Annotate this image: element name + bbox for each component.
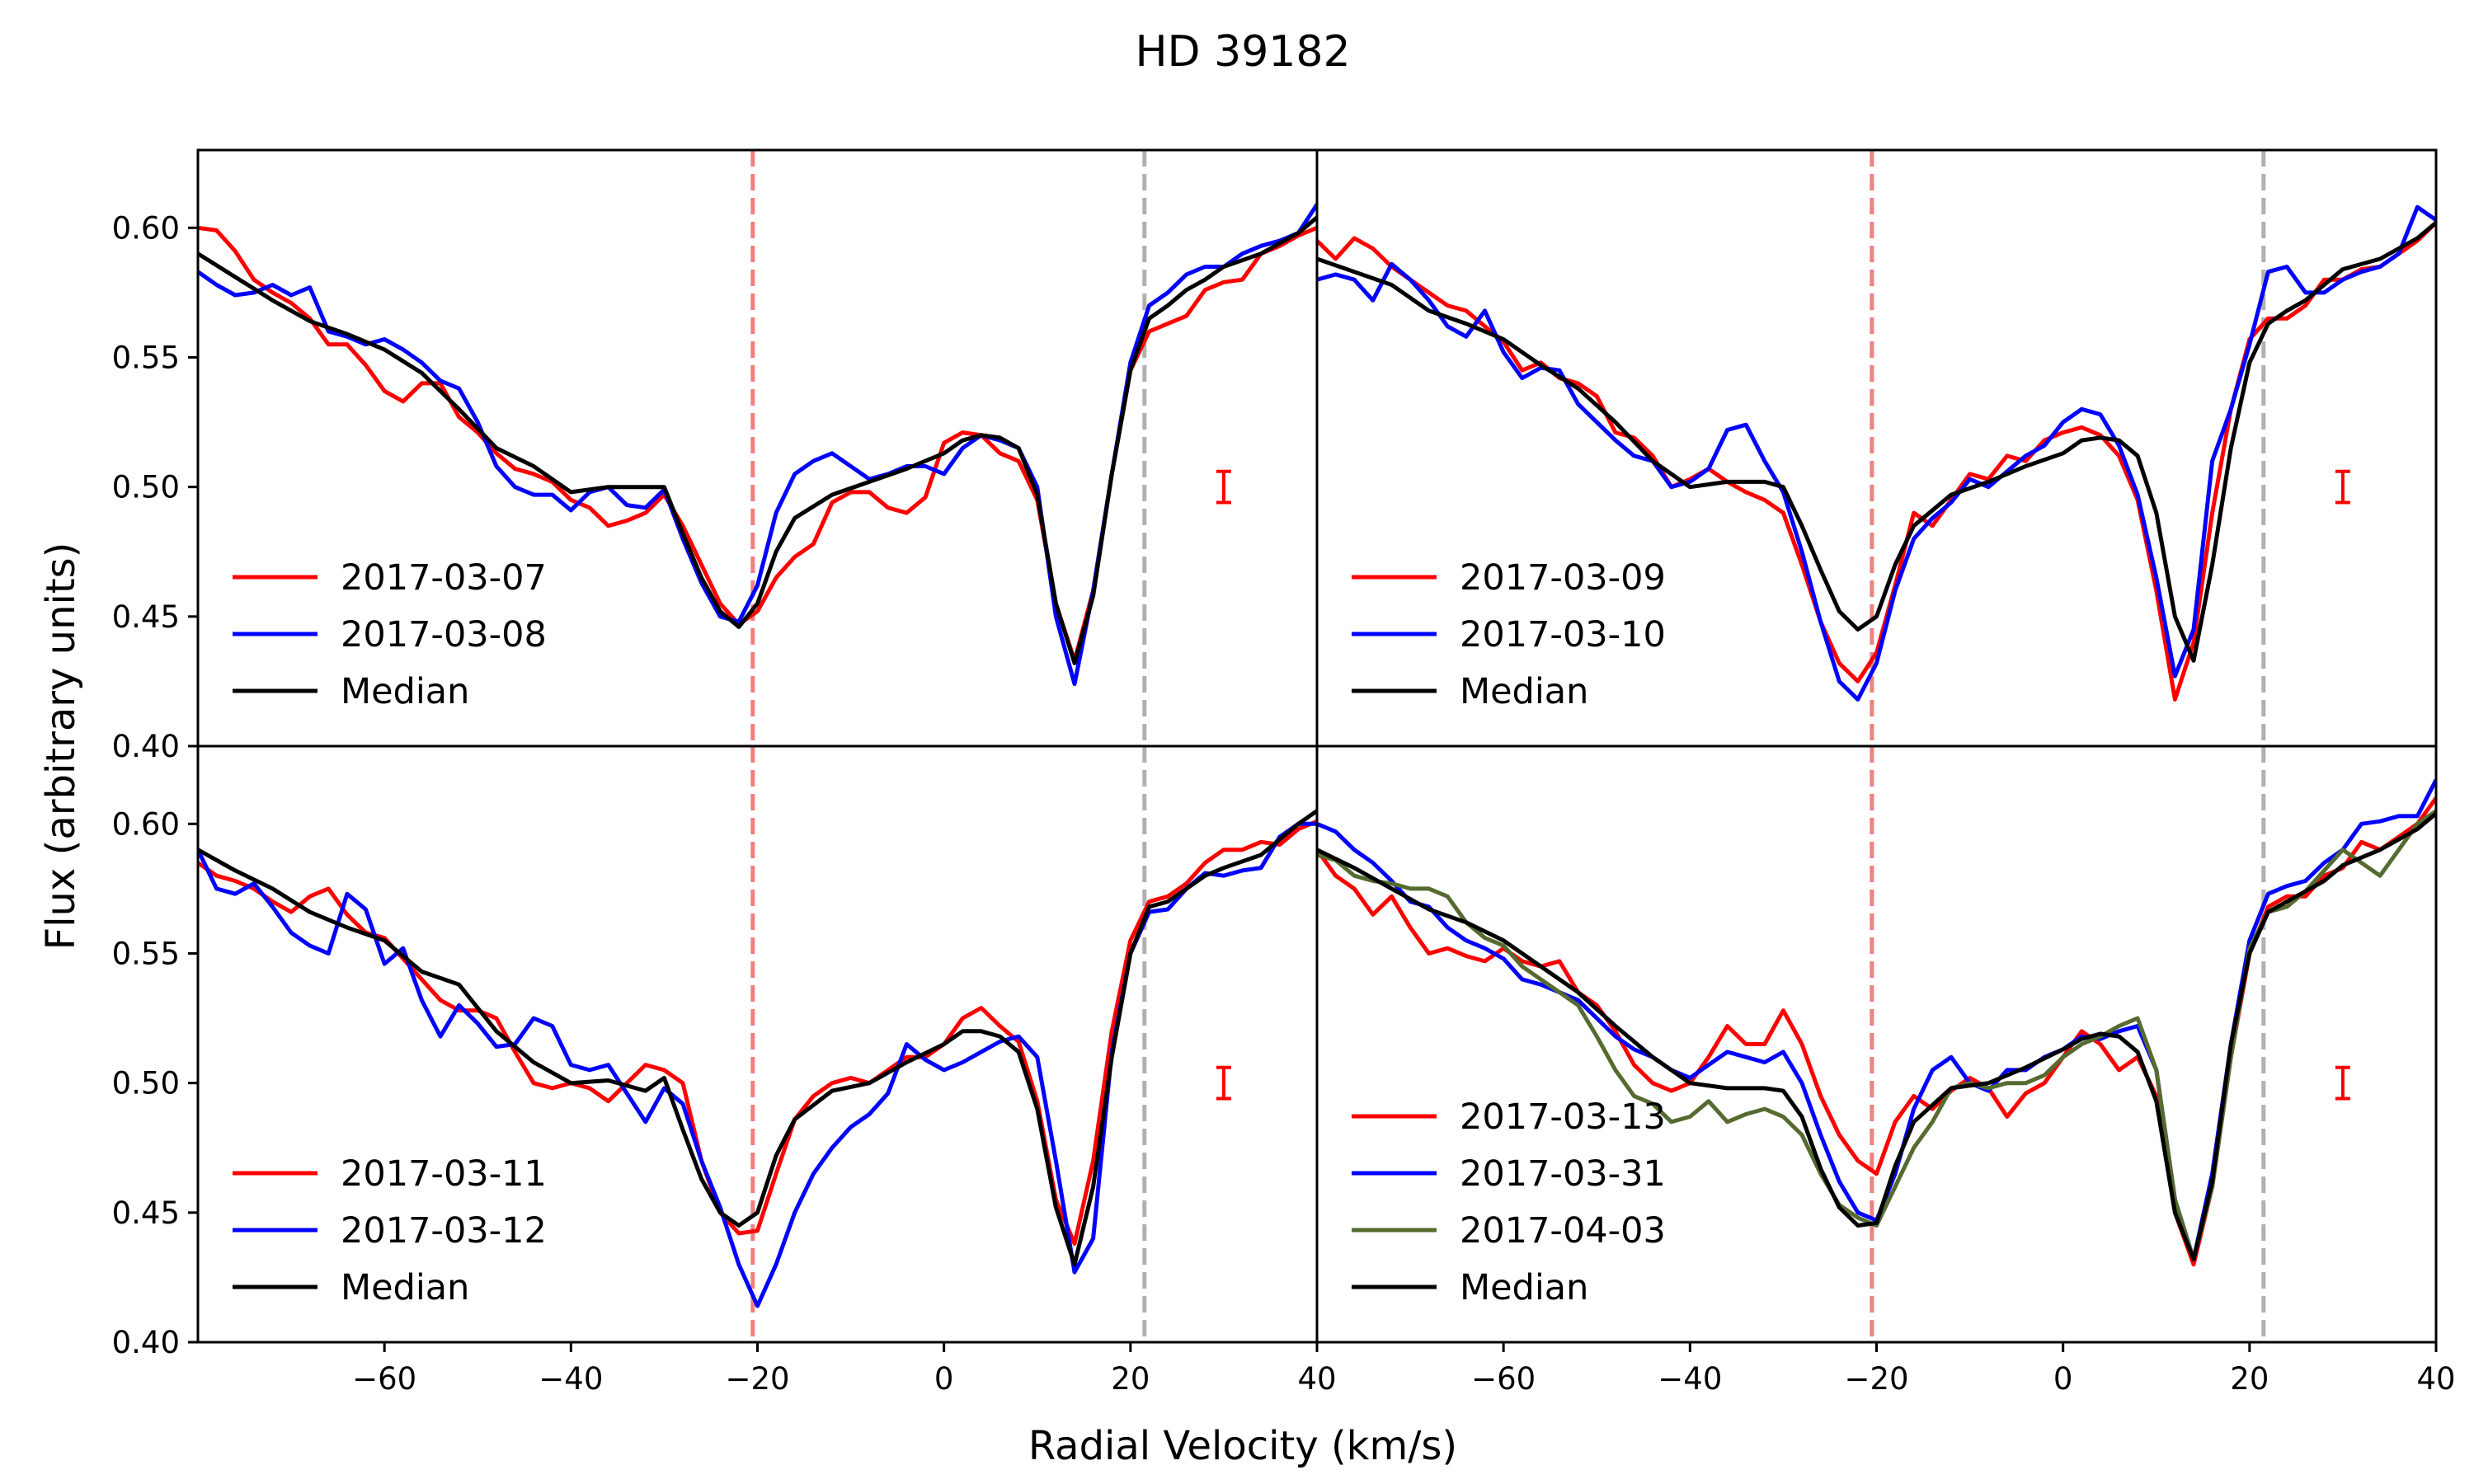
legend-label: 2017-03-08 — [341, 614, 547, 655]
y-tick-label: 0.40 — [112, 1325, 180, 1360]
x-tick-label: −60 — [352, 1361, 416, 1397]
panel-bottom-right: −60 −40 −20 0 20 402017-03-132017-03-312017-0… — [1315, 744, 2456, 1397]
legend: 2017-03-09 2017-03-10 Median — [1352, 557, 1666, 712]
x-axis-label: Radial Velocity (km/s) — [1028, 1423, 1457, 1469]
panel-top-left: 0.40 0.45 0.50 0.55 0.60 2017-03-07 2017-03-08… — [112, 148, 1319, 764]
y-axis-label: Flux (arbitrary units) — [38, 542, 84, 951]
legend-label: Median — [341, 1267, 469, 1308]
legend-label: Median — [1460, 671, 1588, 712]
series-line-2017-03-10 — [1317, 204, 2436, 702]
series-line-2017-04-03 — [1317, 809, 2436, 1261]
series-line-median — [1317, 811, 2436, 1261]
axes-frame — [196, 744, 1319, 1344]
y-tick-label: 0.55 — [112, 340, 180, 375]
y-tick-label: 0.45 — [112, 1195, 180, 1231]
legend-label: 2017-04-03 — [1460, 1210, 1666, 1252]
x-tick-label: 40 — [2416, 1361, 2455, 1397]
legend-label: 2017-03-11 — [341, 1153, 547, 1195]
legend: 2017-03-07 2017-03-08 Median — [233, 557, 547, 712]
series-line-median — [198, 809, 1317, 1267]
axes-frame — [1315, 744, 2438, 1344]
legend-label: 2017-03-09 — [1460, 557, 1666, 599]
x-tick-label: −20 — [1844, 1361, 1908, 1397]
y-tick-label: 0.40 — [112, 729, 180, 764]
y-tick-label: 0.45 — [112, 599, 180, 635]
y-tick-label: 0.50 — [112, 1066, 180, 1101]
error-bar — [1216, 469, 1231, 505]
y-tick-label: 0.60 — [112, 210, 180, 246]
legend-label: Median — [1460, 1267, 1588, 1308]
x-tick-label: −20 — [725, 1361, 789, 1397]
panel-top-right: 2017-03-09 2017-03-10 Median — [1315, 148, 2438, 748]
series-line-median — [1317, 221, 2436, 663]
x-tick-label: −40 — [539, 1361, 603, 1397]
x-tick-label: 0 — [934, 1361, 954, 1397]
legend-label: 2017-03-12 — [341, 1210, 547, 1252]
axes-frame — [196, 148, 1319, 748]
x-tick-label: −60 — [1471, 1361, 1536, 1397]
y-tick-label: 0.50 — [112, 470, 180, 505]
x-tick-label: 20 — [2230, 1361, 2269, 1397]
x-tick-label: 20 — [1111, 1361, 1150, 1397]
y-tick-label: 0.60 — [112, 806, 180, 842]
x-tick-label: −40 — [1658, 1361, 1722, 1397]
panels: 0.40 0.45 0.50 0.55 0.60 2017-03-07 2017-03-08… — [112, 148, 2456, 1397]
figure-title: HD 39182 — [1135, 27, 1350, 77]
legend: 2017-03-13 2017-03-31 2017-04-03 Median — [1352, 1097, 1666, 1308]
series-line-2017-03-08 — [198, 203, 1317, 687]
legend-label: 2017-03-13 — [1460, 1097, 1666, 1138]
series-line-median — [198, 215, 1317, 665]
y-tick-label: 0.55 — [112, 936, 180, 971]
legend-label: 2017-03-07 — [341, 557, 547, 599]
x-tick-label: 0 — [2053, 1361, 2073, 1397]
legend-label: Median — [341, 671, 469, 712]
legend-label: 2017-03-31 — [1460, 1153, 1666, 1195]
legend-label: 2017-03-10 — [1460, 614, 1666, 655]
error-bar — [2335, 1065, 2350, 1101]
error-bar — [2335, 469, 2350, 505]
panel-bottom-left: −60 −40 −20 0 20 40 0.40 0.45 0.50 0.55 0.60 2017-0… — [112, 744, 1337, 1397]
error-bar — [1216, 1065, 1231, 1101]
series-line-2017-03-11 — [198, 819, 1317, 1246]
legend: 2017-03-11 2017-03-12 Median — [233, 1153, 547, 1308]
x-tick-label: 40 — [1297, 1361, 1336, 1397]
